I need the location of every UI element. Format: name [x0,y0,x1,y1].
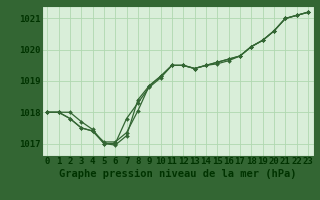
X-axis label: Graphe pression niveau de la mer (hPa): Graphe pression niveau de la mer (hPa) [59,169,296,179]
